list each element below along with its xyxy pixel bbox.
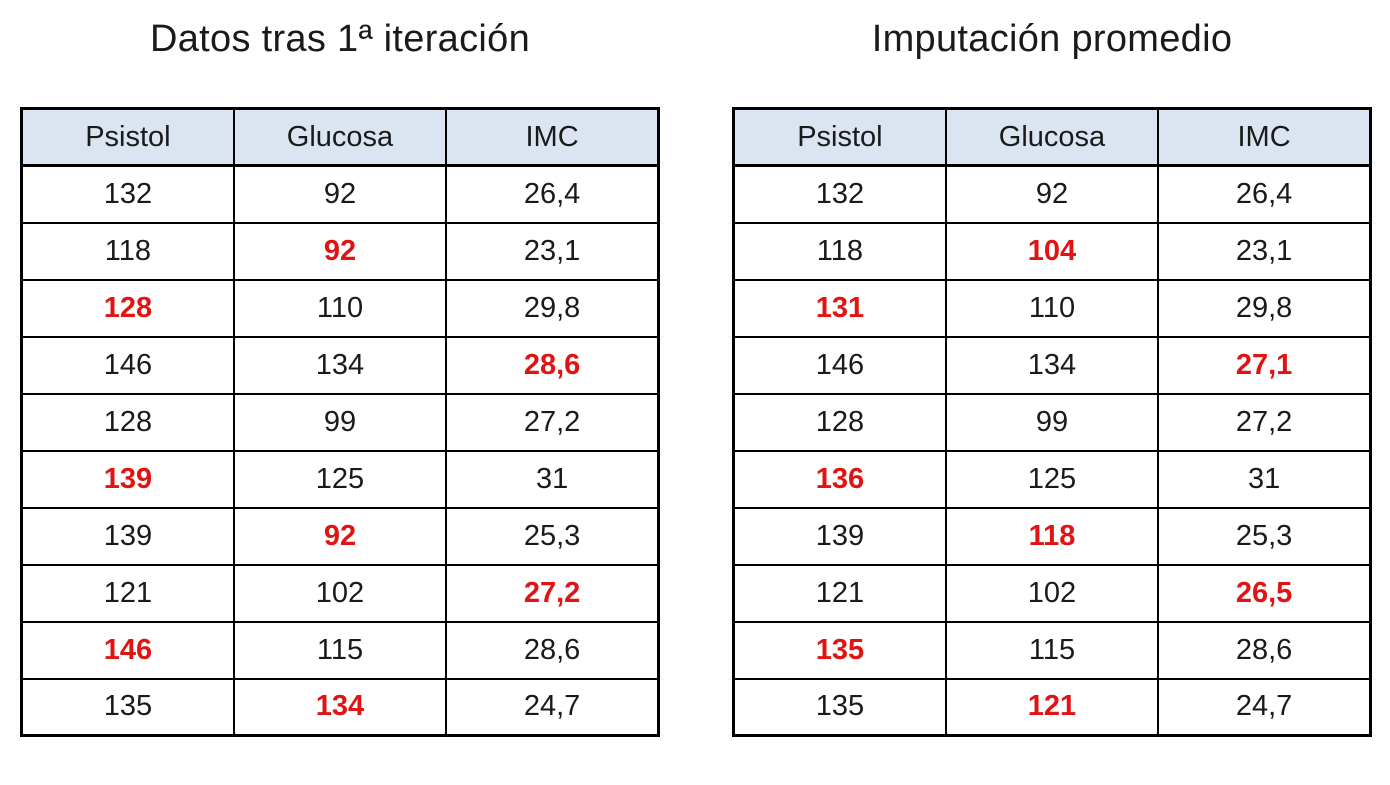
- table-row: 118 104 23,1: [732, 221, 1372, 281]
- table-row: 136 125 31: [732, 449, 1372, 509]
- value-cell: 115: [232, 620, 448, 680]
- value-cell: 26,4: [1157, 164, 1372, 224]
- value-cell: 135: [20, 677, 235, 737]
- value-cell: 28,6: [445, 620, 660, 680]
- value-cell: 31: [1157, 449, 1372, 509]
- value-cell: 121: [20, 563, 235, 623]
- imputed-value-cell: 136: [732, 449, 947, 509]
- imputed-value-cell: 135: [732, 620, 947, 680]
- value-cell: 24,7: [445, 677, 660, 737]
- table-row: 146 134 27,1: [732, 335, 1372, 395]
- value-cell: 115: [944, 620, 1160, 680]
- imputed-value-cell: 139: [20, 449, 235, 509]
- value-cell: 31: [445, 449, 660, 509]
- imputed-value-cell: 131: [732, 278, 947, 338]
- value-cell: 125: [944, 449, 1160, 509]
- header-row: Psistol Glucosa IMC: [20, 107, 660, 167]
- value-cell: 139: [20, 506, 235, 566]
- table-row: 132 92 26,4: [732, 164, 1372, 224]
- value-cell: 125: [232, 449, 448, 509]
- value-cell: 110: [944, 278, 1160, 338]
- value-cell: 99: [232, 392, 448, 452]
- value-cell: 27,2: [445, 392, 660, 452]
- value-cell: 28,6: [1157, 620, 1372, 680]
- value-cell: 118: [732, 221, 947, 281]
- value-cell: 121: [732, 563, 947, 623]
- table-row: 121 102 27,2: [20, 563, 660, 623]
- table-row: 118 92 23,1: [20, 221, 660, 281]
- column-header-psistol: Psistol: [20, 107, 235, 167]
- table-row: 135 121 24,7: [732, 677, 1372, 737]
- imputed-value-cell: 118: [944, 506, 1160, 566]
- mean-imputation-table-title: Imputación promedio: [871, 18, 1233, 60]
- mean-imputation-data-table: Psistol Glucosa IMC 132 92 26,4 118 104 23,1 131 1…: [732, 107, 1372, 737]
- value-cell: 29,8: [1157, 278, 1372, 338]
- value-cell: 24,7: [1157, 677, 1372, 737]
- column-header-imc: IMC: [1157, 107, 1372, 167]
- table-panel-mean-imputation: Imputación promedio Psistol Glucosa IMC 132…: [732, 0, 1372, 785]
- table-row: 139 92 25,3: [20, 506, 660, 566]
- column-header-glucosa: Glucosa: [944, 107, 1160, 167]
- value-cell: 23,1: [1157, 221, 1372, 281]
- value-cell: 132: [20, 164, 235, 224]
- value-cell: 146: [732, 335, 947, 395]
- table-row: 146 134 28,6: [20, 335, 660, 395]
- table-row: 139 118 25,3: [732, 506, 1372, 566]
- imputed-value-cell: 26,5: [1157, 563, 1372, 623]
- table-row: 146 115 28,6: [20, 620, 660, 680]
- table-row: 132 92 26,4: [20, 164, 660, 224]
- table-row: 135 134 24,7: [20, 677, 660, 737]
- value-cell: 135: [732, 677, 947, 737]
- column-header-imc: IMC: [445, 107, 660, 167]
- imputed-value-cell: 128: [20, 278, 235, 338]
- first-iteration-table-title: Datos tras 1ª iteración: [149, 18, 531, 60]
- value-cell: 27,2: [1157, 392, 1372, 452]
- imputed-value-cell: 27,2: [445, 563, 660, 623]
- header-row: Psistol Glucosa IMC: [732, 107, 1372, 167]
- table-row: 139 125 31: [20, 449, 660, 509]
- table-row: 121 102 26,5: [732, 563, 1372, 623]
- table-row: 128 99 27,2: [732, 392, 1372, 452]
- imputed-value-cell: 134: [232, 677, 448, 737]
- value-cell: 99: [944, 392, 1160, 452]
- imputed-value-cell: 28,6: [445, 335, 660, 395]
- column-header-psistol: Psistol: [732, 107, 947, 167]
- table-row: 131 110 29,8: [732, 278, 1372, 338]
- imputed-value-cell: 27,1: [1157, 335, 1372, 395]
- table-panel-first-iteration: Datos tras 1ª iteración Psistol Glucosa IM…: [20, 0, 660, 785]
- imputed-value-cell: 104: [944, 221, 1160, 281]
- value-cell: 128: [732, 392, 947, 452]
- value-cell: 128: [20, 392, 235, 452]
- value-cell: 146: [20, 335, 235, 395]
- imputed-value-cell: 92: [232, 221, 448, 281]
- value-cell: 118: [20, 221, 235, 281]
- value-cell: 29,8: [445, 278, 660, 338]
- value-cell: 92: [232, 164, 448, 224]
- value-cell: 132: [732, 164, 947, 224]
- imputed-value-cell: 92: [232, 506, 448, 566]
- first-iteration-data-table: Psistol Glucosa IMC 132 92 26,4 118 92 23,1 128 11…: [20, 107, 660, 737]
- value-cell: 92: [944, 164, 1160, 224]
- value-cell: 25,3: [1157, 506, 1372, 566]
- table-row: 135 115 28,6: [732, 620, 1372, 680]
- value-cell: 25,3: [445, 506, 660, 566]
- value-cell: 134: [232, 335, 448, 395]
- value-cell: 139: [732, 506, 947, 566]
- imputed-value-cell: 121: [944, 677, 1160, 737]
- value-cell: 102: [944, 563, 1160, 623]
- value-cell: 110: [232, 278, 448, 338]
- table-row: 128 99 27,2: [20, 392, 660, 452]
- table-row: 128 110 29,8: [20, 278, 660, 338]
- value-cell: 26,4: [445, 164, 660, 224]
- value-cell: 134: [944, 335, 1160, 395]
- imputed-value-cell: 146: [20, 620, 235, 680]
- column-header-glucosa: Glucosa: [232, 107, 448, 167]
- value-cell: 23,1: [445, 221, 660, 281]
- value-cell: 102: [232, 563, 448, 623]
